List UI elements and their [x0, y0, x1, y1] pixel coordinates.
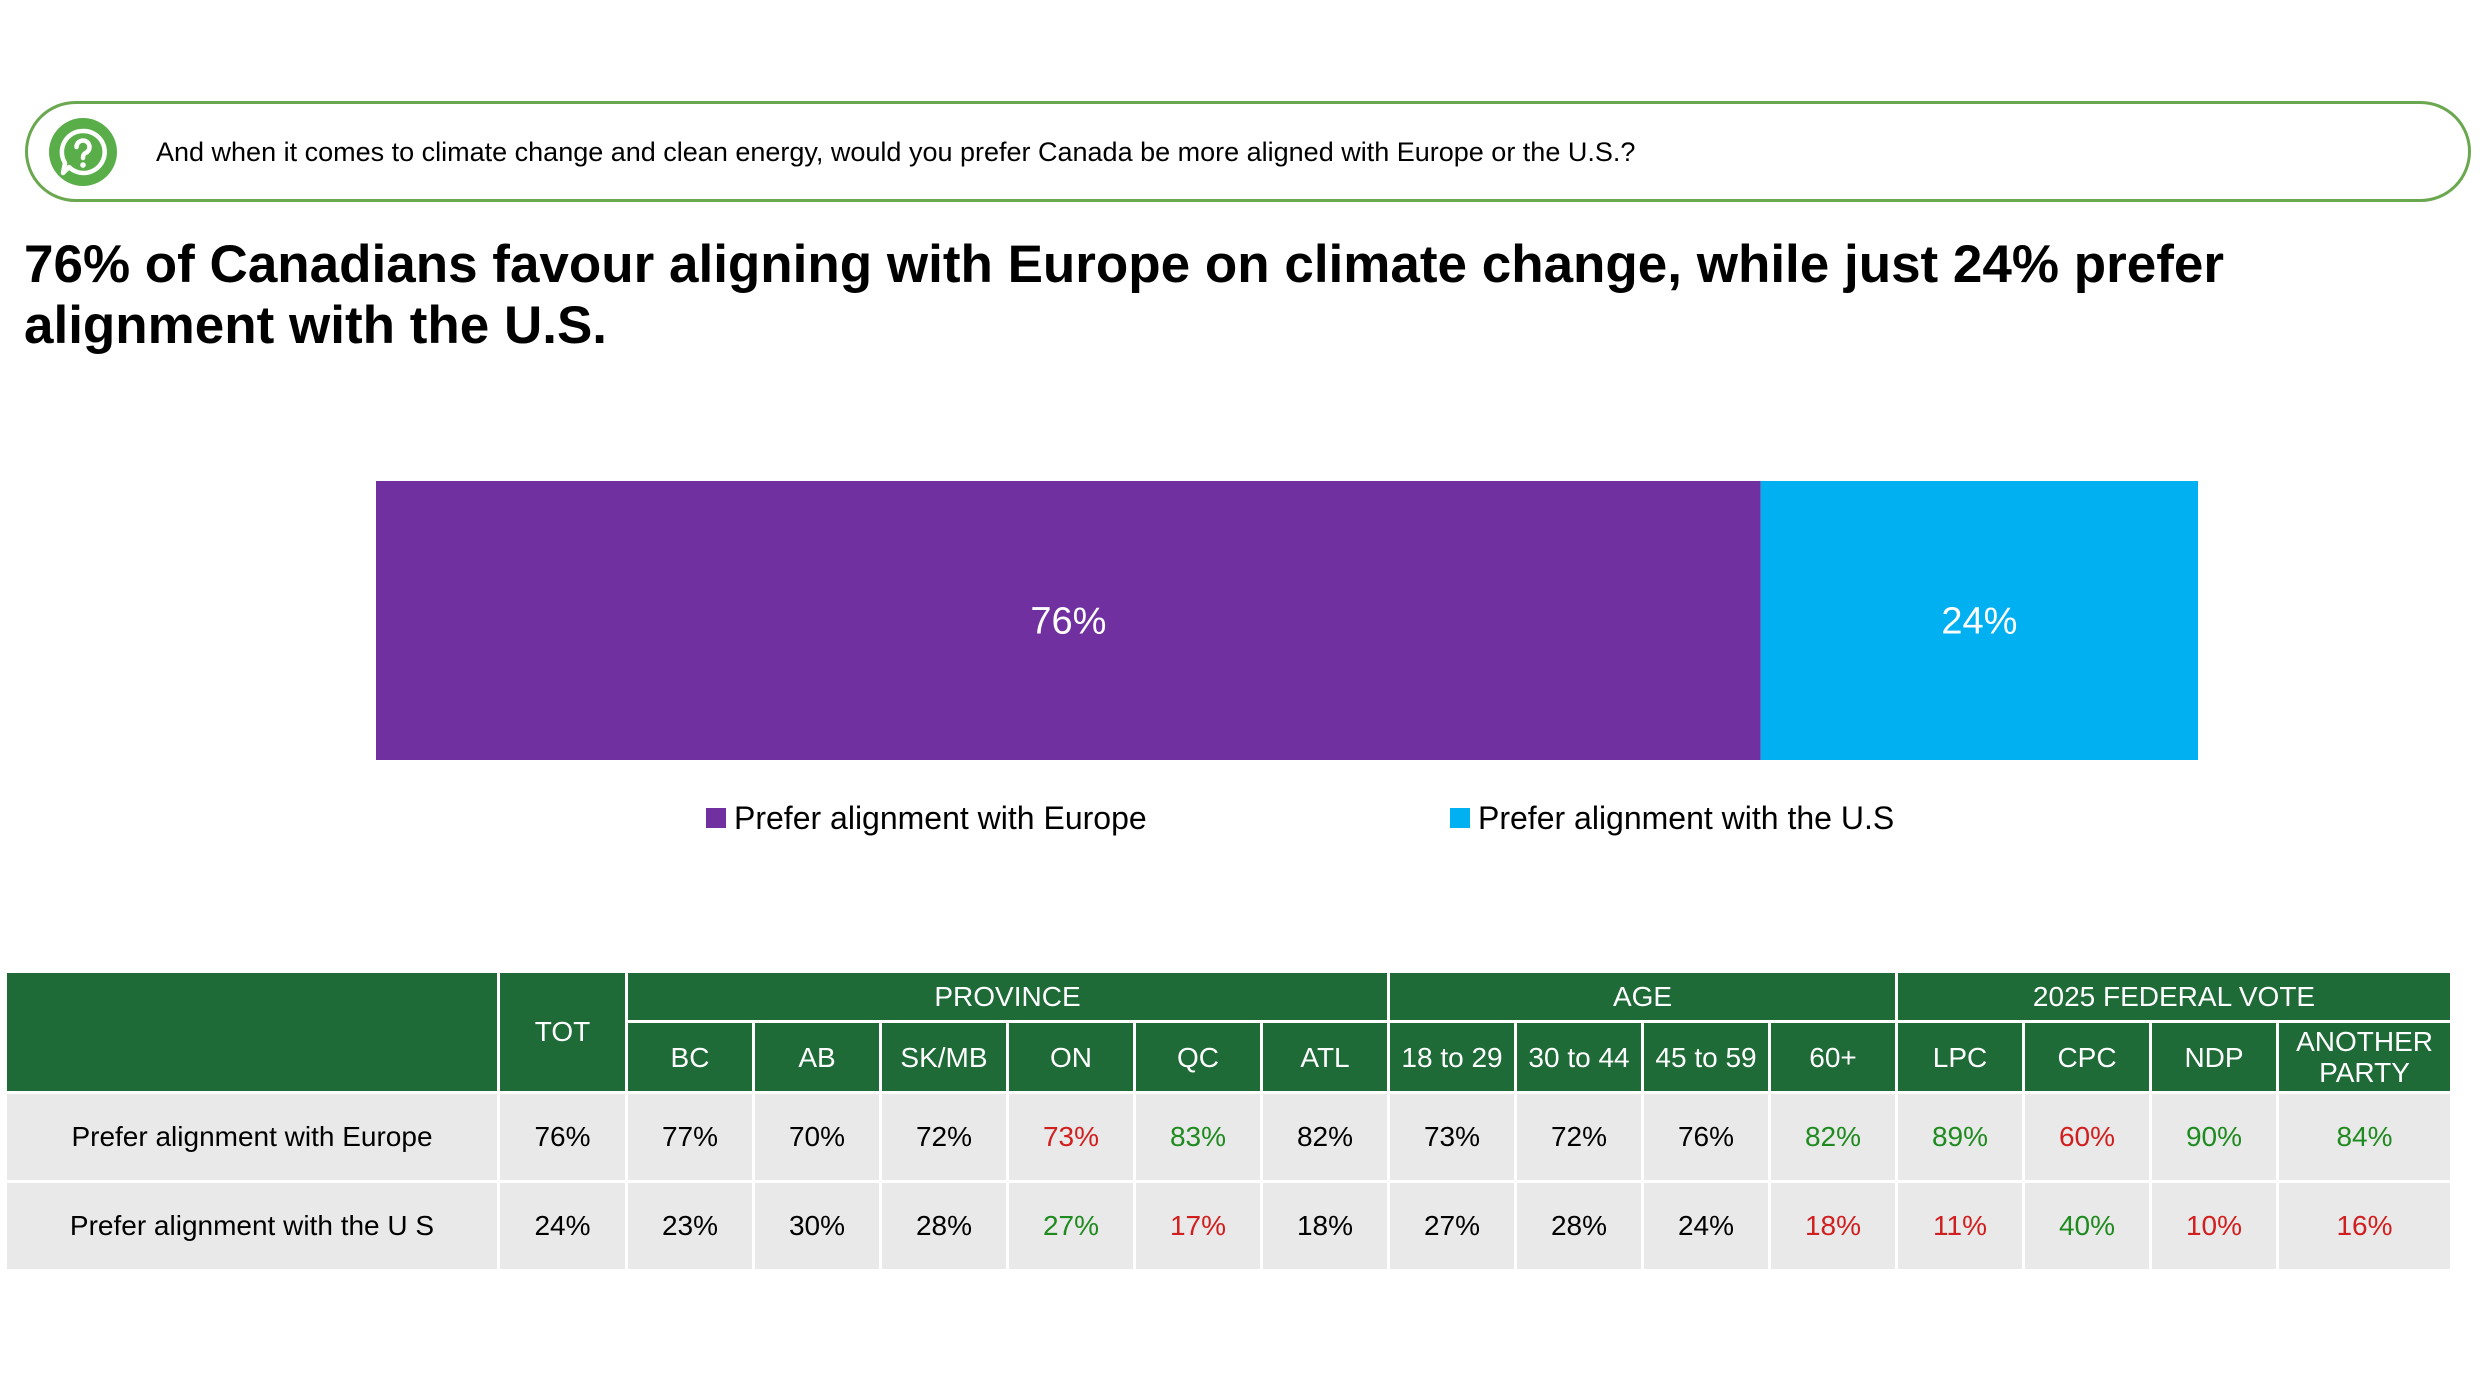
question-box: And when it comes to climate change and … — [25, 101, 2471, 202]
table-cell: 76% — [1641, 1091, 1771, 1183]
table-cell: 60% — [2022, 1091, 2153, 1183]
table-cell: 89% — [1895, 1091, 2026, 1183]
table-cell: 72% — [1514, 1091, 1644, 1183]
table-row: Prefer alignment with the U S 24% 23% 30% 28… — [4, 1180, 2454, 1272]
header-column: 18 to 29 — [1387, 1020, 1517, 1094]
header-column: SK/MB — [879, 1020, 1009, 1094]
table-cell: 18% — [1260, 1180, 1390, 1272]
bar-data-label-1: 24% — [1941, 601, 2017, 643]
header-column: ANOTHER PARTY — [2276, 1020, 2454, 1094]
table-cell: 73% — [1387, 1091, 1517, 1183]
table-cell: 73% — [1006, 1091, 1136, 1183]
header-column: ATL — [1260, 1020, 1390, 1094]
legend-label-1: Prefer alignment with the U.S — [1478, 800, 1894, 836]
table-cell: 76% — [497, 1091, 628, 1183]
header-column: 60+ — [1767, 1020, 1899, 1094]
table-cell: 16% — [2276, 1180, 2454, 1272]
header-group: AGE — [1386, 970, 1899, 1023]
table-cell: 70% — [752, 1091, 882, 1183]
table-cell: 27% — [1387, 1180, 1517, 1272]
bar-data-label-0: 76% — [1030, 601, 1106, 643]
header-blank — [4, 970, 500, 1094]
header-column: CPC — [2022, 1020, 2153, 1094]
header-column: BC — [625, 1020, 755, 1094]
header-column: LPC — [1895, 1020, 2026, 1094]
table-cell: 72% — [879, 1091, 1009, 1183]
table-cell: 30% — [752, 1180, 882, 1272]
legend-swatch-0 — [706, 808, 726, 828]
header-column: 30 to 44 — [1514, 1020, 1644, 1094]
stacked-bar-chart: 76% 24% Prefer alignment with Europe Prefer… — [376, 481, 2198, 836]
table-cell: 40% — [2022, 1180, 2153, 1272]
table-cell: 10% — [2149, 1180, 2280, 1272]
page-title: 76% of Canadians favour aligning with Eu… — [24, 235, 2224, 355]
table-cell: 82% — [1767, 1091, 1899, 1183]
crosstab-table: TOT PROVINCE AGE 2025 FEDERAL VOTE BC AB SK/MB… — [4, 970, 2454, 1272]
table-row: Prefer alignment with Europe 76% 77% 70% 72%… — [4, 1091, 2454, 1183]
header-column: QC — [1133, 1020, 1263, 1094]
header-column: AB — [752, 1020, 882, 1094]
header-column: 45 to 59 — [1641, 1020, 1771, 1094]
header-column: ON — [1006, 1020, 1136, 1094]
table-cell: 11% — [1895, 1180, 2026, 1272]
table-cell: 90% — [2149, 1091, 2280, 1183]
table-cell: 24% — [1641, 1180, 1771, 1272]
bar-segment-1 — [1760, 481, 2198, 760]
row-label: Prefer alignment with the U S — [4, 1180, 500, 1272]
legend-label-0: Prefer alignment with Europe — [734, 800, 1147, 836]
header-column: NDP — [2149, 1020, 2280, 1094]
row-label: Prefer alignment with Europe — [4, 1091, 500, 1183]
table-cell: 27% — [1006, 1180, 1136, 1272]
table-cell: 83% — [1133, 1091, 1263, 1183]
table-cell: 82% — [1260, 1091, 1390, 1183]
bar-segment-0 — [376, 481, 1761, 760]
table-cell: 18% — [1767, 1180, 1899, 1272]
header-group: 2025 FEDERAL VOTE — [1895, 970, 2454, 1023]
table-cell: 17% — [1133, 1180, 1263, 1272]
question-bubble-icon — [49, 118, 117, 186]
table-cell: 77% — [625, 1091, 755, 1183]
legend-swatch-1 — [1450, 808, 1470, 828]
table-cell: 23% — [625, 1180, 755, 1272]
header-tot: TOT — [497, 970, 628, 1094]
table-cell: 84% — [2276, 1091, 2454, 1183]
table-cell: 28% — [879, 1180, 1009, 1272]
table-cell: 28% — [1514, 1180, 1644, 1272]
table-cell: 24% — [497, 1180, 628, 1272]
question-text: And when it comes to climate change and … — [156, 137, 1636, 167]
header-group: PROVINCE — [625, 970, 1390, 1023]
